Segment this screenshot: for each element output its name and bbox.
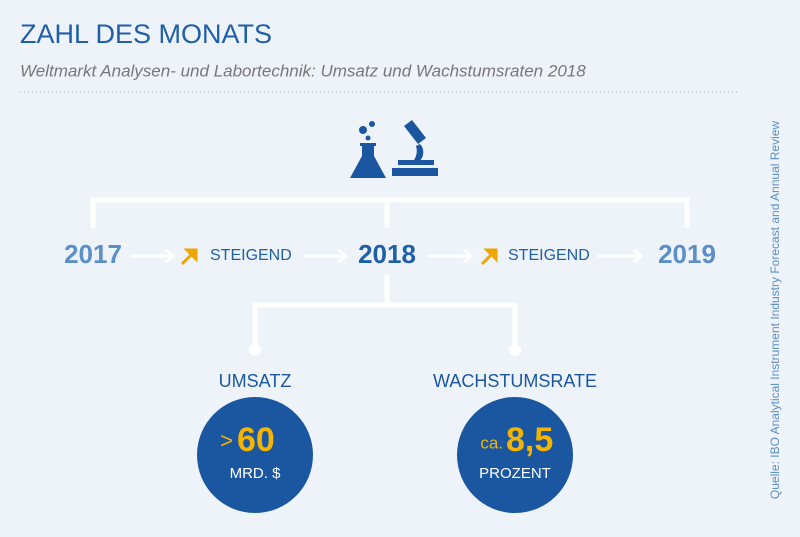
trend-icon bbox=[480, 248, 498, 266]
year: 2019 bbox=[658, 239, 716, 269]
trend-label: STEIGEND bbox=[210, 247, 292, 264]
node bbox=[249, 344, 261, 356]
figure-value: 60 bbox=[237, 421, 275, 459]
figure-value: 8,5 bbox=[506, 421, 553, 459]
figure-label: UMSATZ bbox=[219, 371, 292, 391]
trend-label: STEIGEND bbox=[508, 247, 590, 264]
arrows bbox=[130, 248, 644, 264]
tree-top bbox=[90, 197, 690, 228]
prefix: ca. bbox=[480, 433, 503, 452]
subtitle: Weltmarkt Analysen- und Labortechnik: Um… bbox=[20, 61, 586, 80]
trend-icon bbox=[180, 248, 198, 266]
tree-bottom bbox=[252, 275, 518, 350]
source: Quelle: IBO Analytical Instrument Indust… bbox=[768, 121, 782, 500]
year: 2017 bbox=[64, 239, 122, 269]
figure-unit: PROZENT bbox=[479, 465, 551, 482]
figure-circle bbox=[457, 397, 573, 513]
figure-unit: MRD. $ bbox=[230, 465, 281, 482]
lab-icons bbox=[350, 120, 438, 178]
prefix: > bbox=[220, 428, 233, 453]
node bbox=[509, 344, 521, 356]
year: 2018 bbox=[358, 239, 416, 269]
figure-label: WACHSTUMSRATE bbox=[433, 371, 597, 391]
figure-circle bbox=[197, 397, 313, 513]
title: ZAHL DES MONATS bbox=[20, 19, 272, 49]
